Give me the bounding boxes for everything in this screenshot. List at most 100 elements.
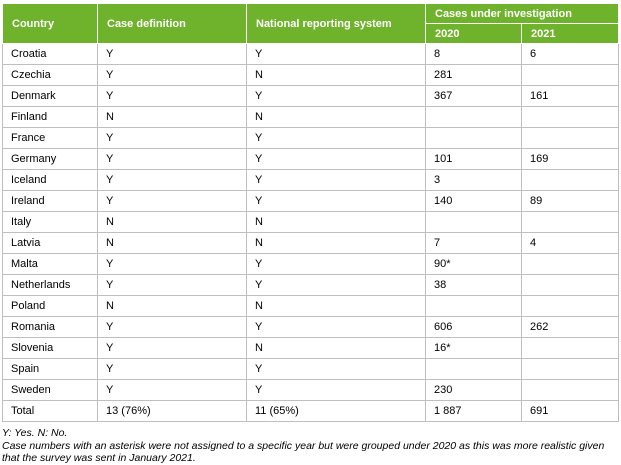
column-group-header-cases-under-investigation: Cases under investigation xyxy=(425,3,619,24)
cell-country: Croatia xyxy=(2,43,98,65)
cell-cases-2021 xyxy=(521,169,619,191)
cell-case-definition: Y xyxy=(97,379,247,401)
cell-case-definition: 13 (76%) xyxy=(97,400,247,422)
cell-national-reporting-system: N xyxy=(246,211,426,233)
cell-case-definition: Y xyxy=(97,64,247,86)
table-footnotes: Y: Yes. N: No. Case numbers with an aste… xyxy=(2,427,618,465)
cell-national-reporting-system: Y xyxy=(246,169,426,191)
cell-cases-2020: 140 xyxy=(425,190,522,212)
table-row: Finland N N xyxy=(2,106,619,128)
table-body: Croatia Y Y 8 6 Czechia Y N 281 Denmark … xyxy=(2,43,619,422)
table-row: Poland N N xyxy=(2,295,619,317)
table-row: Croatia Y Y 8 6 xyxy=(2,43,619,65)
cell-national-reporting-system: N xyxy=(246,232,426,254)
cell-country: Czechia xyxy=(2,64,98,86)
column-header-case-definition: Case definition xyxy=(97,3,247,44)
cell-case-definition: Y xyxy=(97,127,247,149)
cell-country: Denmark xyxy=(2,85,98,107)
cell-national-reporting-system: N xyxy=(246,337,426,359)
cell-country: Malta xyxy=(2,253,98,275)
cell-national-reporting-system: Y xyxy=(246,85,426,107)
cases-under-investigation-table: Country Case definition National reporti… xyxy=(2,3,619,422)
cell-country: Sweden xyxy=(2,379,98,401)
table-row: Spain Y Y xyxy=(2,358,619,380)
cell-cases-2020: 230 xyxy=(425,379,522,401)
cell-cases-2020 xyxy=(425,211,522,233)
cell-case-definition: N xyxy=(97,295,247,317)
table-row: Ireland Y Y 140 89 xyxy=(2,190,619,212)
cell-case-definition: Y xyxy=(97,274,247,296)
cell-cases-2021 xyxy=(521,106,619,128)
cell-country: Slovenia xyxy=(2,337,98,359)
cell-national-reporting-system: Y xyxy=(246,253,426,275)
cell-national-reporting-system: Y xyxy=(246,148,426,170)
cell-cases-2021 xyxy=(521,274,619,296)
cell-case-definition: N xyxy=(97,106,247,128)
table-row: Romania Y Y 606 262 xyxy=(2,316,619,338)
cell-cases-2020: 16* xyxy=(425,337,522,359)
cell-cases-2020 xyxy=(425,106,522,128)
column-header-national-reporting-system: National reporting system xyxy=(246,3,426,44)
cell-cases-2020 xyxy=(425,295,522,317)
column-header-country: Country xyxy=(2,3,98,44)
cell-cases-2021: 691 xyxy=(521,400,619,422)
cell-national-reporting-system: N xyxy=(246,295,426,317)
cell-national-reporting-system: Y xyxy=(246,358,426,380)
cell-country: Iceland xyxy=(2,169,98,191)
cell-cases-2020: 38 xyxy=(425,274,522,296)
cell-cases-2021: 169 xyxy=(521,148,619,170)
table-row: France Y Y xyxy=(2,127,619,149)
cell-case-definition: Y xyxy=(97,85,247,107)
cell-country: Total xyxy=(2,400,98,422)
cell-cases-2021: 4 xyxy=(521,232,619,254)
cell-cases-2021 xyxy=(521,379,619,401)
cell-cases-2020: 1 887 xyxy=(425,400,522,422)
cell-country: Netherlands xyxy=(2,274,98,296)
table-row: Netherlands Y Y 38 xyxy=(2,274,619,296)
table-row: Italy N N xyxy=(2,211,619,233)
cell-cases-2020: 7 xyxy=(425,232,522,254)
cell-case-definition: Y xyxy=(97,148,247,170)
cell-country: Romania xyxy=(2,316,98,338)
cell-national-reporting-system: N xyxy=(246,64,426,86)
table-row: Malta Y Y 90* xyxy=(2,253,619,275)
cell-country: Ireland xyxy=(2,190,98,212)
cell-cases-2021: 89 xyxy=(521,190,619,212)
column-header-2021: 2021 xyxy=(521,23,619,44)
cell-cases-2020 xyxy=(425,358,522,380)
cell-national-reporting-system: 11 (65%) xyxy=(246,400,426,422)
cell-cases-2020: 281 xyxy=(425,64,522,86)
cell-cases-2021 xyxy=(521,127,619,149)
table-row: Latvia N N 7 4 xyxy=(2,232,619,254)
cell-country: Latvia xyxy=(2,232,98,254)
cell-cases-2020: 606 xyxy=(425,316,522,338)
cell-national-reporting-system: N xyxy=(246,106,426,128)
cell-country: France xyxy=(2,127,98,149)
cell-case-definition: Y xyxy=(97,358,247,380)
cell-cases-2020: 367 xyxy=(425,85,522,107)
cell-cases-2021 xyxy=(521,358,619,380)
cell-case-definition: Y xyxy=(97,43,247,65)
table-row-total: Total 13 (76%) 11 (65%) 1 887 691 xyxy=(2,400,619,422)
cell-national-reporting-system: Y xyxy=(246,316,426,338)
cell-national-reporting-system: Y xyxy=(246,274,426,296)
cell-national-reporting-system: Y xyxy=(246,379,426,401)
table-row: Sweden Y Y 230 xyxy=(2,379,619,401)
cell-national-reporting-system: Y xyxy=(246,43,426,65)
cell-national-reporting-system: Y xyxy=(246,190,426,212)
table-row: Denmark Y Y 367 161 xyxy=(2,85,619,107)
cell-cases-2020 xyxy=(425,127,522,149)
table-header: Country Case definition National reporti… xyxy=(2,3,619,44)
cell-cases-2021: 262 xyxy=(521,316,619,338)
cell-country: Germany xyxy=(2,148,98,170)
cell-case-definition: Y xyxy=(97,190,247,212)
table-row: Germany Y Y 101 169 xyxy=(2,148,619,170)
cell-case-definition: Y xyxy=(97,316,247,338)
cell-country: Italy xyxy=(2,211,98,233)
table-row: Czechia Y N 281 xyxy=(2,64,619,86)
cell-cases-2021 xyxy=(521,64,619,86)
column-header-2020: 2020 xyxy=(425,23,522,44)
cell-case-definition: N xyxy=(97,211,247,233)
cell-case-definition: Y xyxy=(97,253,247,275)
